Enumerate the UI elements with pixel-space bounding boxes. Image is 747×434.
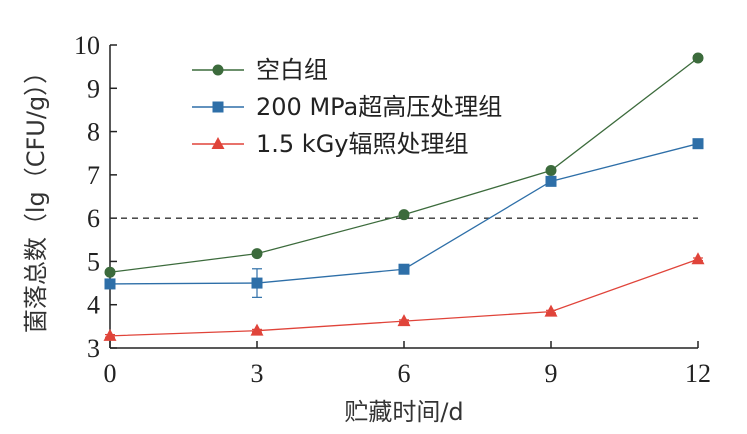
series-line (109, 57, 699, 273)
legend-marker (211, 137, 225, 149)
legend: 空白组 200 MPa超高压处理组 1.5 kGy辐照处理组 (192, 56, 502, 158)
data-point (104, 266, 116, 278)
legend-marker (212, 64, 224, 76)
y-axis-title: 菌落总数（lg（CFU/g）） (22, 60, 50, 333)
series-group (103, 52, 705, 341)
legend-label: 1.5 kGy辐照处理组 (256, 130, 469, 158)
legend-item: 空白组 (192, 56, 328, 84)
y-tick-label: 3 (87, 334, 100, 363)
legend-label: 200 MPa超高压处理组 (256, 93, 502, 121)
y-tick-label: 4 (87, 291, 100, 320)
x-tick-label: 0 (104, 359, 117, 388)
series-triangle (103, 252, 705, 341)
y-tick-label: 10 (74, 31, 100, 60)
data-point (398, 263, 410, 275)
y-tick-label: 7 (87, 161, 100, 190)
y-tick-label: 8 (87, 118, 100, 147)
y-tick-label: 9 (87, 74, 100, 103)
data-point (692, 52, 704, 64)
x-tick-label: 9 (545, 359, 558, 388)
series-circle (104, 52, 704, 278)
data-point (251, 248, 263, 260)
x-axis-title: 贮藏时间/d (344, 398, 463, 426)
legend-item: 200 MPa超高压处理组 (192, 93, 502, 121)
legend-item: 1.5 kGy辐照处理组 (192, 130, 469, 158)
data-point (691, 252, 705, 265)
data-point (692, 138, 704, 150)
data-point (545, 175, 557, 187)
data-point (103, 328, 117, 341)
data-point (398, 209, 410, 221)
data-point (251, 277, 263, 289)
series-square (104, 138, 704, 298)
x-tick-label: 6 (398, 359, 411, 388)
x-tick-label: 12 (685, 359, 711, 388)
legend-marker (212, 101, 224, 113)
data-point (397, 314, 411, 327)
x-tick-label: 3 (251, 359, 264, 388)
data-point (544, 304, 558, 317)
legend-label: 空白组 (256, 56, 328, 84)
data-point (104, 278, 116, 290)
y-tick-label: 6 (87, 204, 100, 233)
y-tick-label: 5 (87, 247, 100, 276)
data-point (250, 323, 264, 336)
data-point (545, 165, 557, 177)
